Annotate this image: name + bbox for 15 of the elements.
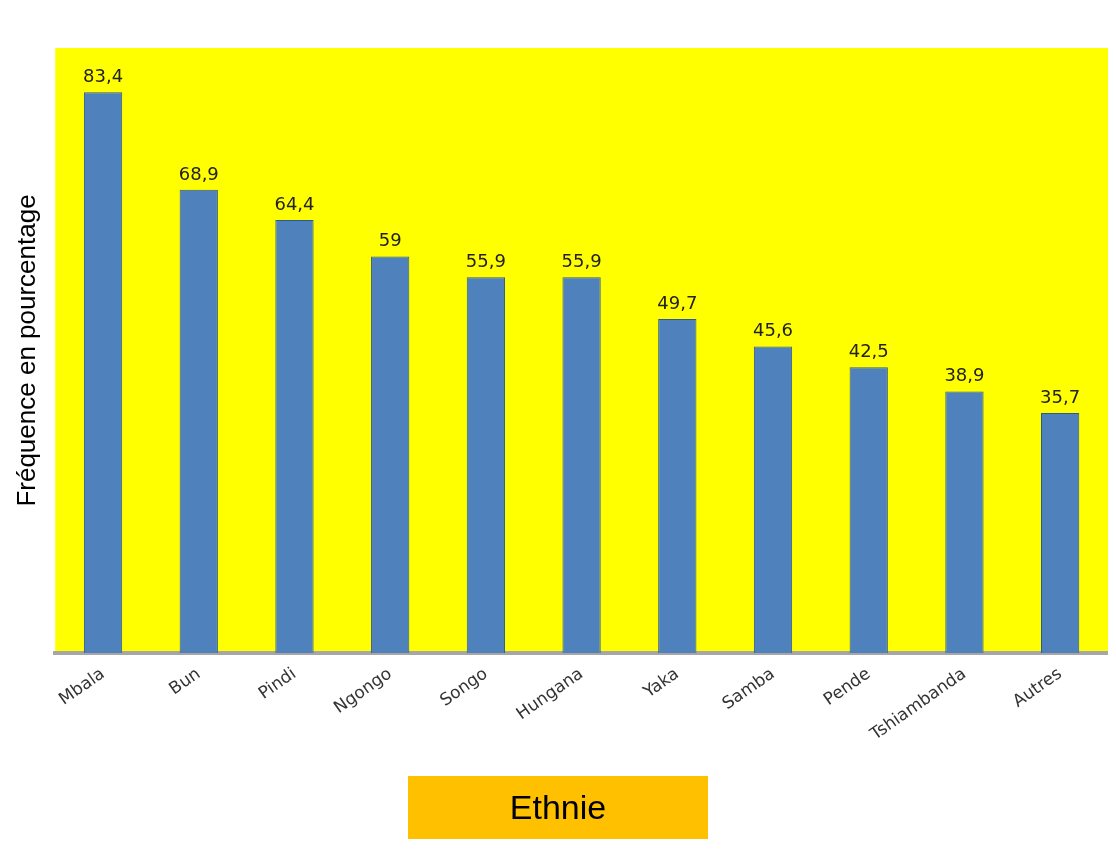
data-label: 59	[378, 229, 402, 251]
data-label: 38,9	[944, 364, 985, 386]
data-label: 55,9	[465, 249, 506, 271]
x-tick-label: Yaka	[638, 662, 683, 702]
data-label: 83,4	[83, 65, 124, 87]
x-axis-title: Ethnie	[408, 776, 708, 839]
x-tick-label: Bun	[164, 662, 204, 699]
y-axis-title: Fréquence en pourcentage	[10, 194, 41, 507]
data-label: 35,7	[1040, 385, 1081, 407]
data-label: 42,5	[848, 339, 889, 361]
data-label: 45,6	[752, 319, 794, 341]
data-label: 64,4	[274, 192, 315, 214]
data-label: 55,9	[561, 249, 602, 271]
data-label: 68,9	[178, 162, 219, 184]
data-label: 49,7	[657, 291, 698, 313]
